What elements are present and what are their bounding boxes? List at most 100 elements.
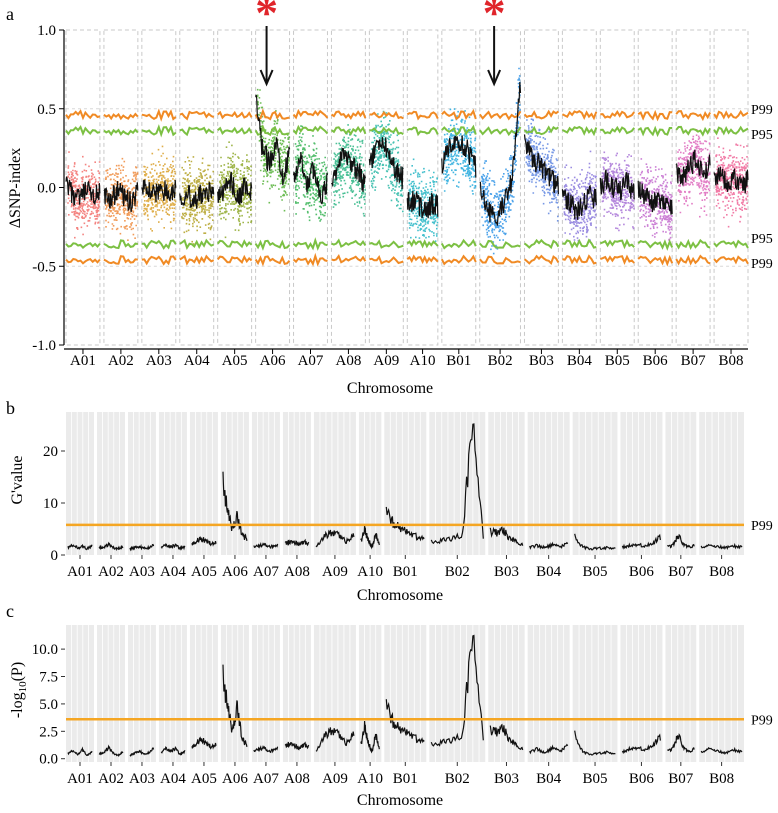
chrom-panel-a02	[96, 625, 125, 762]
x-tick-label-a03: A03	[129, 771, 155, 787]
x-tick-label-b04: B04	[567, 353, 593, 369]
threshold-p95-upper-a07	[292, 124, 329, 136]
snp-points-b08	[715, 130, 749, 228]
threshold-p99-lower-a05	[216, 254, 253, 264]
panel-b-xlabel: Chromosome	[357, 587, 443, 604]
x-tick-label-a07: A07	[253, 771, 279, 787]
threshold-p95-upper-b05	[600, 125, 635, 135]
chrom-panel-a04	[158, 412, 187, 555]
x-tick-label-b07: B07	[668, 771, 694, 787]
signal-line-a06	[222, 664, 248, 748]
signal-line-a02	[98, 541, 124, 551]
signal-line-b02	[430, 423, 484, 545]
snp-points-a01	[67, 151, 101, 239]
threshold-p99-lower-b05	[599, 254, 635, 265]
chrom-box-a10	[406, 29, 439, 346]
chrom-panel-b04	[527, 625, 570, 762]
threshold-p95-upper-a03	[141, 124, 177, 138]
signal-line-a10	[360, 525, 380, 550]
chrom-panel-b08	[699, 625, 744, 762]
panel-c-axis: 0.0 2.5 5.0 7.5 10.0 A01 A02 A03 A04 A05 A06 A07 A08…	[32, 642, 734, 787]
panel-a-ylabel: ΔSNP-index	[7, 148, 24, 229]
threshold-p95-upper-b04	[561, 125, 598, 137]
threshold-label-p95: P95	[751, 232, 773, 247]
mean-line-b05	[599, 169, 635, 201]
x-tick-label-a10: A10	[410, 353, 436, 369]
mean-line-a01	[65, 176, 101, 207]
threshold-label-p99: P99	[751, 257, 773, 272]
chrom-panel-b05	[572, 625, 618, 762]
chrom-panel-b02	[429, 412, 486, 555]
chrom-box-a06	[255, 29, 291, 346]
y-tick-label: 7.5	[39, 670, 58, 686]
panel-a-axis: 1.0 0.5 0.0 -0.5 -1.0 A01 A02 A03 A04 A05 A06 A07 A0…	[32, 23, 748, 369]
mean-line-a04	[179, 181, 215, 209]
threshold-p99-upper-b03	[523, 109, 559, 120]
x-tick-label-b01: B01	[446, 353, 471, 369]
x-tick-label-b02: B02	[445, 771, 470, 787]
threshold-p95-lower-b07	[675, 238, 711, 250]
mean-line-a02	[103, 181, 139, 213]
threshold-p99-lower-b03	[523, 254, 560, 266]
panel-c-ylabel-main: -log	[9, 692, 26, 718]
signal-line-a02	[98, 744, 124, 758]
x-tick-label-a01: A01	[67, 564, 93, 580]
snp-points-a02	[104, 157, 139, 241]
y-tick-label: -1.0	[32, 338, 56, 354]
panel-c-chrom-boxes	[66, 625, 744, 762]
y-tick-label: 20	[43, 444, 58, 460]
chrom-panel-a08	[282, 412, 311, 555]
signal-line-a04	[160, 543, 186, 551]
threshold-p99-lower-b07	[675, 254, 711, 266]
chrom-box-a07	[293, 29, 328, 346]
x-tick-label-a09: A09	[373, 353, 399, 369]
y-tick-label: 0.0	[39, 752, 58, 768]
threshold-p95-upper-a05	[217, 126, 253, 136]
threshold-p99-upper-b04	[561, 110, 598, 121]
signal-line-a01	[67, 746, 93, 756]
panel-c-threshold-labels: P99	[751, 713, 773, 728]
panel-c-ylabel: -log10(P)	[9, 662, 29, 718]
x-tick-label-a01: A01	[70, 353, 96, 369]
threshold-p99-upper-b05	[600, 110, 635, 119]
signal-line-b01	[385, 506, 425, 542]
threshold-p99-lower-a07	[292, 252, 328, 267]
signal-line-b08	[700, 542, 743, 551]
threshold-p95-lower-b02	[479, 239, 521, 249]
signal-line-b04	[529, 743, 569, 755]
x-tick-label-a01: A01	[67, 771, 93, 787]
threshold-p95-lower-a03	[141, 239, 177, 250]
threshold-p95-lower-a10	[406, 238, 439, 249]
threshold-p95-lower-a04	[179, 238, 215, 251]
threshold-label-p95: P95	[751, 128, 773, 143]
threshold-p95-upper-a08	[330, 125, 367, 136]
threshold-p95-lower-b06	[637, 239, 674, 251]
threshold-p99-upper-b08	[713, 109, 749, 120]
x-tick-label-b01: B01	[393, 564, 418, 580]
x-tick-label-a08: A08	[284, 771, 310, 787]
chrom-panel-b02	[429, 625, 486, 762]
signal-line-a09	[315, 529, 355, 548]
x-tick-label-a06: A06	[260, 353, 286, 369]
snp-points-b03	[525, 114, 559, 222]
threshold-p95-upper-b07	[675, 125, 711, 137]
mean-line-b04	[561, 184, 597, 220]
snp-points-a06	[256, 88, 291, 212]
x-tick-label-a04: A04	[160, 771, 186, 787]
arrow-head-b02	[487, 69, 502, 87]
x-tick-label-a05: A05	[222, 353, 248, 369]
chrom-panel-b06	[620, 412, 663, 555]
threshold-p99-upper-a09	[369, 110, 404, 120]
panel-c-ylabel-tail: (P)	[9, 662, 26, 682]
panel-b-threshold-labels: P99	[751, 519, 773, 534]
x-tick-label-a05: A05	[191, 564, 217, 580]
threshold-p99-upper-a10	[406, 110, 439, 121]
x-tick-label-b03: B03	[494, 771, 519, 787]
threshold-p99-upper-a03	[141, 108, 177, 122]
chrom-panel-a08	[282, 625, 311, 762]
x-tick-label-a04: A04	[160, 564, 186, 580]
threshold-p95-upper-b02	[478, 126, 522, 137]
chrom-panel-b05	[572, 412, 618, 555]
star-marker-b02: *	[483, 0, 506, 38]
signal-line-b03	[489, 723, 524, 751]
